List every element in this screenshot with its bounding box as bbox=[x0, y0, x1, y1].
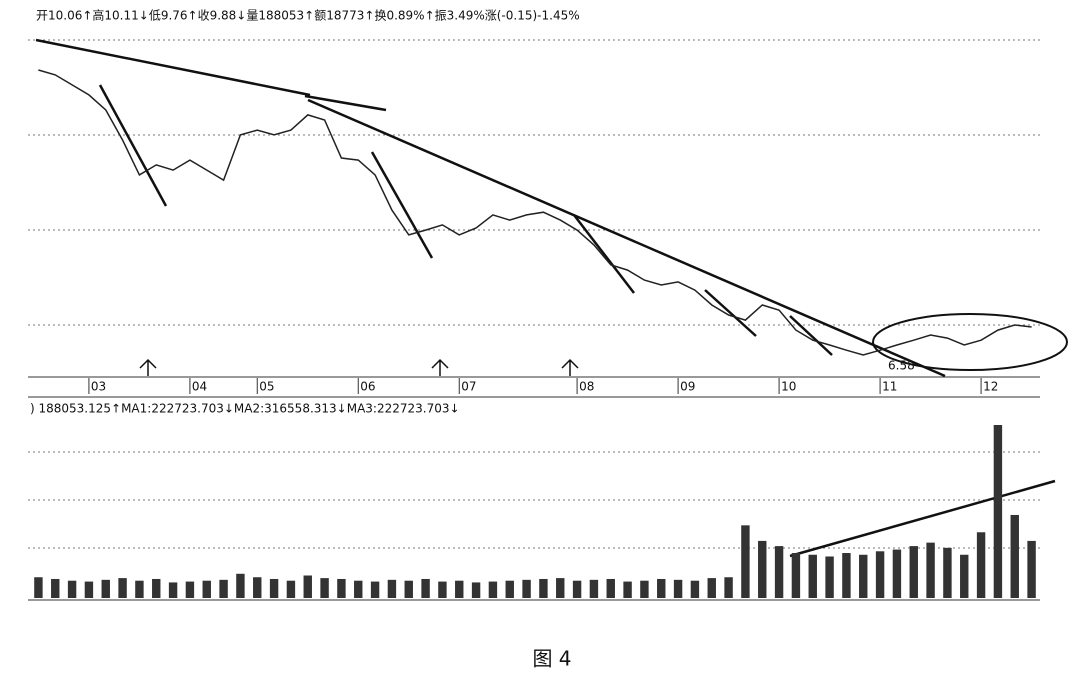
volume-bar bbox=[707, 578, 716, 598]
volume-bar bbox=[505, 580, 514, 598]
volume-bar bbox=[152, 578, 161, 598]
x-tick-label: 04 bbox=[192, 380, 207, 394]
x-tick-label: 07 bbox=[461, 380, 476, 394]
x-tick-label: 05 bbox=[259, 380, 274, 394]
volume-bar bbox=[303, 575, 312, 598]
volume-bar bbox=[84, 581, 94, 598]
volume-bar bbox=[875, 551, 885, 598]
volume-bar bbox=[421, 578, 430, 598]
volume-bar bbox=[34, 577, 43, 598]
volume-bar bbox=[741, 525, 750, 598]
volume-bar bbox=[236, 573, 245, 598]
volume-bar bbox=[572, 580, 582, 598]
volume-bar bbox=[522, 579, 531, 598]
trend-line bbox=[304, 94, 387, 112]
volume-bar bbox=[269, 578, 279, 598]
volume-bar bbox=[202, 580, 211, 598]
trend-line bbox=[573, 214, 635, 294]
volume-bar bbox=[404, 580, 413, 598]
volume-bar bbox=[253, 577, 262, 598]
volume-bar bbox=[976, 532, 986, 598]
x-tick-label: 09 bbox=[680, 380, 695, 394]
volume-bar bbox=[808, 554, 817, 598]
volume-bar bbox=[791, 553, 801, 598]
volume-bar bbox=[606, 578, 615, 598]
volume-bar bbox=[286, 580, 296, 598]
volume-header: ) 188053.125↑MA1:222723.703↓MA2:316558.3… bbox=[30, 402, 460, 416]
volume-bar bbox=[67, 580, 77, 598]
trend-line bbox=[789, 315, 833, 356]
trend-line bbox=[704, 289, 757, 337]
volume-bar bbox=[185, 581, 195, 598]
caption: 图 4 bbox=[532, 647, 571, 671]
volume-bar bbox=[539, 578, 548, 598]
x-tick-label: 10 bbox=[781, 380, 796, 394]
volume-bar bbox=[320, 578, 329, 598]
volume-bar bbox=[219, 579, 228, 598]
marker bbox=[139, 358, 579, 376]
x-tick-label: 06 bbox=[360, 380, 375, 394]
volume-bar bbox=[455, 580, 464, 598]
low-annotation: 6.58 bbox=[888, 359, 915, 373]
volume-bar bbox=[623, 581, 632, 598]
volume-bar bbox=[993, 425, 1003, 598]
x-tick-label: 08 bbox=[579, 380, 594, 394]
volume-bar bbox=[1027, 540, 1036, 598]
volume-bar bbox=[859, 554, 868, 598]
volume-bar bbox=[438, 581, 447, 598]
volume-bar bbox=[943, 547, 952, 598]
volume-bar bbox=[673, 579, 683, 598]
volume-bar bbox=[101, 579, 110, 598]
trend-line bbox=[35, 38, 311, 97]
price-line bbox=[38, 69, 1032, 356]
volume-bar bbox=[926, 542, 935, 598]
trend-line bbox=[789, 479, 1056, 558]
volume-bar bbox=[690, 580, 700, 598]
volume-bar bbox=[909, 546, 918, 598]
volume-bar bbox=[488, 581, 498, 598]
volume-bar bbox=[556, 578, 565, 598]
price-header: 开10.06↑高10.11↓低9.76↑收9.88↓量188053↑额18773… bbox=[36, 8, 580, 23]
volume-bar bbox=[118, 578, 127, 598]
volume-bar bbox=[825, 556, 834, 598]
volume-bar bbox=[1010, 514, 1019, 598]
volume-bar bbox=[51, 578, 60, 598]
volume-bar bbox=[640, 580, 649, 598]
volume-bar bbox=[758, 540, 767, 598]
trend-line bbox=[98, 84, 168, 207]
volume-bar bbox=[657, 578, 666, 598]
trend-line bbox=[307, 98, 946, 378]
highlight-ellipse bbox=[872, 313, 1068, 371]
volume-bar bbox=[842, 553, 851, 598]
volume-bar bbox=[589, 579, 599, 598]
x-tick-label: 03 bbox=[91, 380, 106, 394]
volume-bar bbox=[471, 582, 481, 598]
volume-bar bbox=[960, 554, 969, 598]
volume-bar bbox=[892, 549, 902, 598]
volume-bar bbox=[387, 579, 397, 598]
x-tick-label: 12 bbox=[983, 380, 998, 394]
trend-line bbox=[370, 151, 434, 259]
volume-bar bbox=[135, 580, 144, 598]
volume-bar bbox=[370, 581, 380, 598]
x-tick-label: 11 bbox=[882, 380, 897, 394]
volume-bar bbox=[724, 577, 733, 598]
volume-bar bbox=[337, 578, 346, 598]
volume-bar bbox=[168, 582, 178, 598]
volume-bar bbox=[354, 580, 363, 598]
volume-bar bbox=[774, 546, 784, 598]
